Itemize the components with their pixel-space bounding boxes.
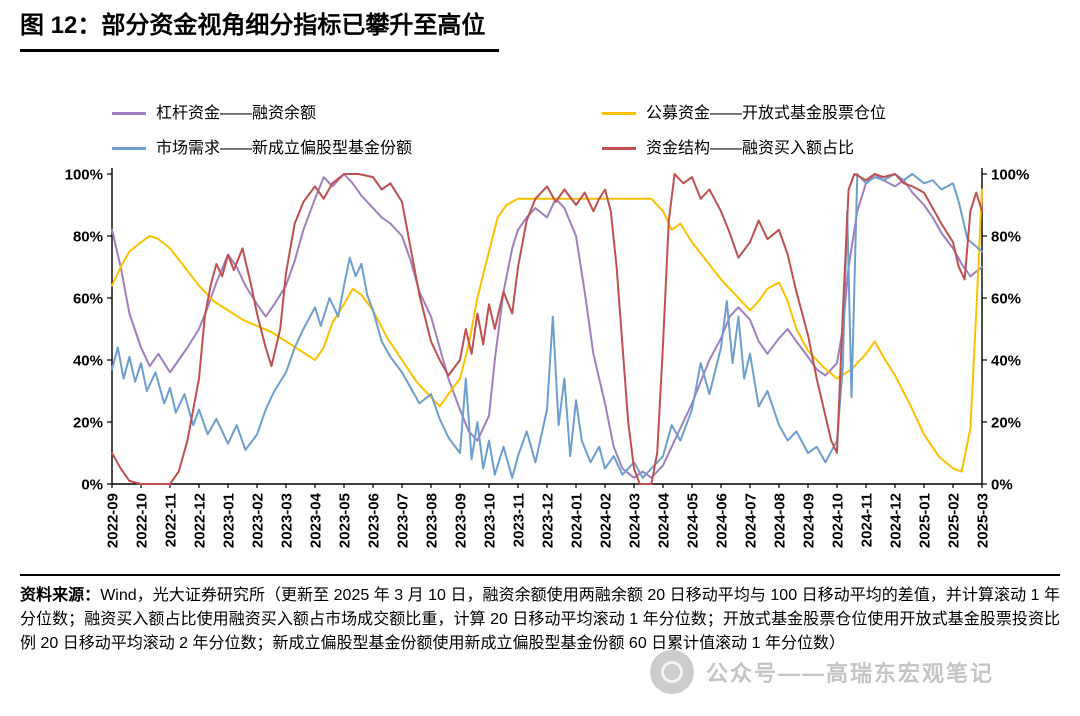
series-line-new-equity-fund-shares [111, 173, 983, 479]
figure-title: 图 12：部分资金视角细分指标已攀升至高位 [20, 10, 500, 52]
y-axis-label-left: 80% [73, 228, 103, 245]
series-line-public-fund-equity-position [111, 188, 983, 473]
x-axis-label: 2024-04 [655, 493, 672, 549]
legend-line-swatch [112, 111, 146, 115]
legend-label: 杠杆资金——融资余额 [156, 104, 317, 122]
y-axis-label-right: 80% [991, 228, 1021, 245]
x-axis-label: 2022-09 [104, 493, 121, 548]
x-axis-label: 2023-05 [336, 493, 353, 548]
x-axis-label: 2024-08 [771, 493, 788, 548]
x-axis-label: 2024-01 [568, 493, 585, 548]
y-axis-label-right: 0% [991, 476, 1013, 493]
watermark: 公众号——高瑞东宏观笔记 [650, 650, 994, 694]
x-axis-label: 2023-08 [423, 493, 440, 548]
y-axis-label-left: 100% [65, 166, 103, 183]
x-axis-label: 2024-12 [887, 493, 904, 548]
y-axis-label-left: 0% [81, 476, 103, 493]
y-axis-label-right: 40% [991, 352, 1021, 369]
x-axis-label: 2023-04 [307, 493, 324, 549]
x-axis-label: 2023-02 [249, 493, 266, 548]
y-axis-label-right: 60% [991, 290, 1021, 307]
y-axis-label-left: 60% [73, 290, 103, 307]
watermark-logo-icon [650, 650, 694, 694]
x-axis-label: 2023-09 [452, 493, 469, 548]
legend-line-swatch [602, 111, 636, 115]
source-note: 资料来源：Wind，光大证券研究所（更新至 2025 年 3 月 10 日，融资… [20, 584, 1060, 656]
x-axis-label: 2022-12 [191, 493, 208, 548]
legend-line-swatch [602, 147, 636, 151]
legend-label: 公募资金——开放式基金股票仓位 [646, 104, 887, 122]
x-axis-label: 2023-12 [539, 493, 556, 548]
series-line-leverage-financing-balance [111, 173, 983, 479]
x-axis-label: 2023-10 [481, 493, 498, 548]
y-axis-label-left: 20% [73, 414, 103, 431]
legend-line-swatch [112, 147, 146, 151]
x-axis-label: 2025-02 [945, 493, 962, 548]
legend-label: 资金结构——融资买入额占比 [646, 139, 855, 157]
y-axis-label-right: 20% [991, 414, 1021, 431]
x-axis-label: 2023-07 [394, 493, 411, 548]
source-label: 资料来源： [20, 587, 101, 605]
x-axis-label: 2024-05 [684, 493, 701, 548]
legend-item-leverage-financing-balance: 杠杆资金——融资余额 [112, 104, 602, 123]
legend-item-public-fund-equity-position: 公募资金——开放式基金股票仓位 [602, 104, 1060, 123]
x-axis-label: 2023-06 [365, 493, 382, 548]
watermark-text: 公众号——高瑞东宏观笔记 [706, 661, 995, 686]
legend-item-financing-buy-ratio: 资金结构——融资买入额占比 [602, 139, 1060, 158]
x-axis-label: 2023-11 [510, 493, 527, 547]
x-axis-label: 2025-03 [974, 493, 991, 548]
x-axis-label: 2024-02 [597, 493, 614, 548]
source-divider: 资料来源：Wind，光大证券研究所（更新至 2025 年 3 月 10 日，融资… [20, 574, 1060, 656]
line-chart: 0% 0% 20% 20% 40% 40% 60% 60% 80% 80% 100% 100% 2022… [65, 166, 1030, 549]
x-axis-label: 2024-07 [742, 493, 759, 548]
x-axis-label: 2024-10 [829, 493, 846, 548]
x-axis-label: 2022-10 [133, 493, 150, 548]
x-axis-label: 2024-09 [800, 493, 817, 548]
y-axis-label-right: 100% [991, 166, 1029, 183]
x-axis-label: 2024-06 [713, 493, 730, 548]
x-axis-label: 2024-03 [626, 493, 643, 548]
source-body: Wind，光大证券研究所（更新至 2025 年 3 月 10 日，融资余额使用两… [20, 587, 1060, 653]
x-axis-label: 2022-11 [162, 493, 179, 547]
x-axis-label: 2023-01 [220, 493, 237, 548]
y-axis-label-left: 40% [73, 352, 103, 369]
x-axis-label: 2023-03 [278, 493, 295, 548]
legend-label: 市场需求——新成立偏股型基金份额 [156, 139, 413, 157]
legend-item-new-equity-fund-shares: 市场需求——新成立偏股型基金份额 [112, 139, 602, 158]
x-axis-label: 2025-01 [916, 493, 933, 548]
series-line-financing-buy-ratio [111, 173, 983, 486]
x-axis-label: 2024-11 [858, 493, 875, 547]
chart-legend: 杠杆资金——融资余额 公募资金——开放式基金股票仓位市场需求——新成立偏股型基金份… [112, 104, 1060, 158]
